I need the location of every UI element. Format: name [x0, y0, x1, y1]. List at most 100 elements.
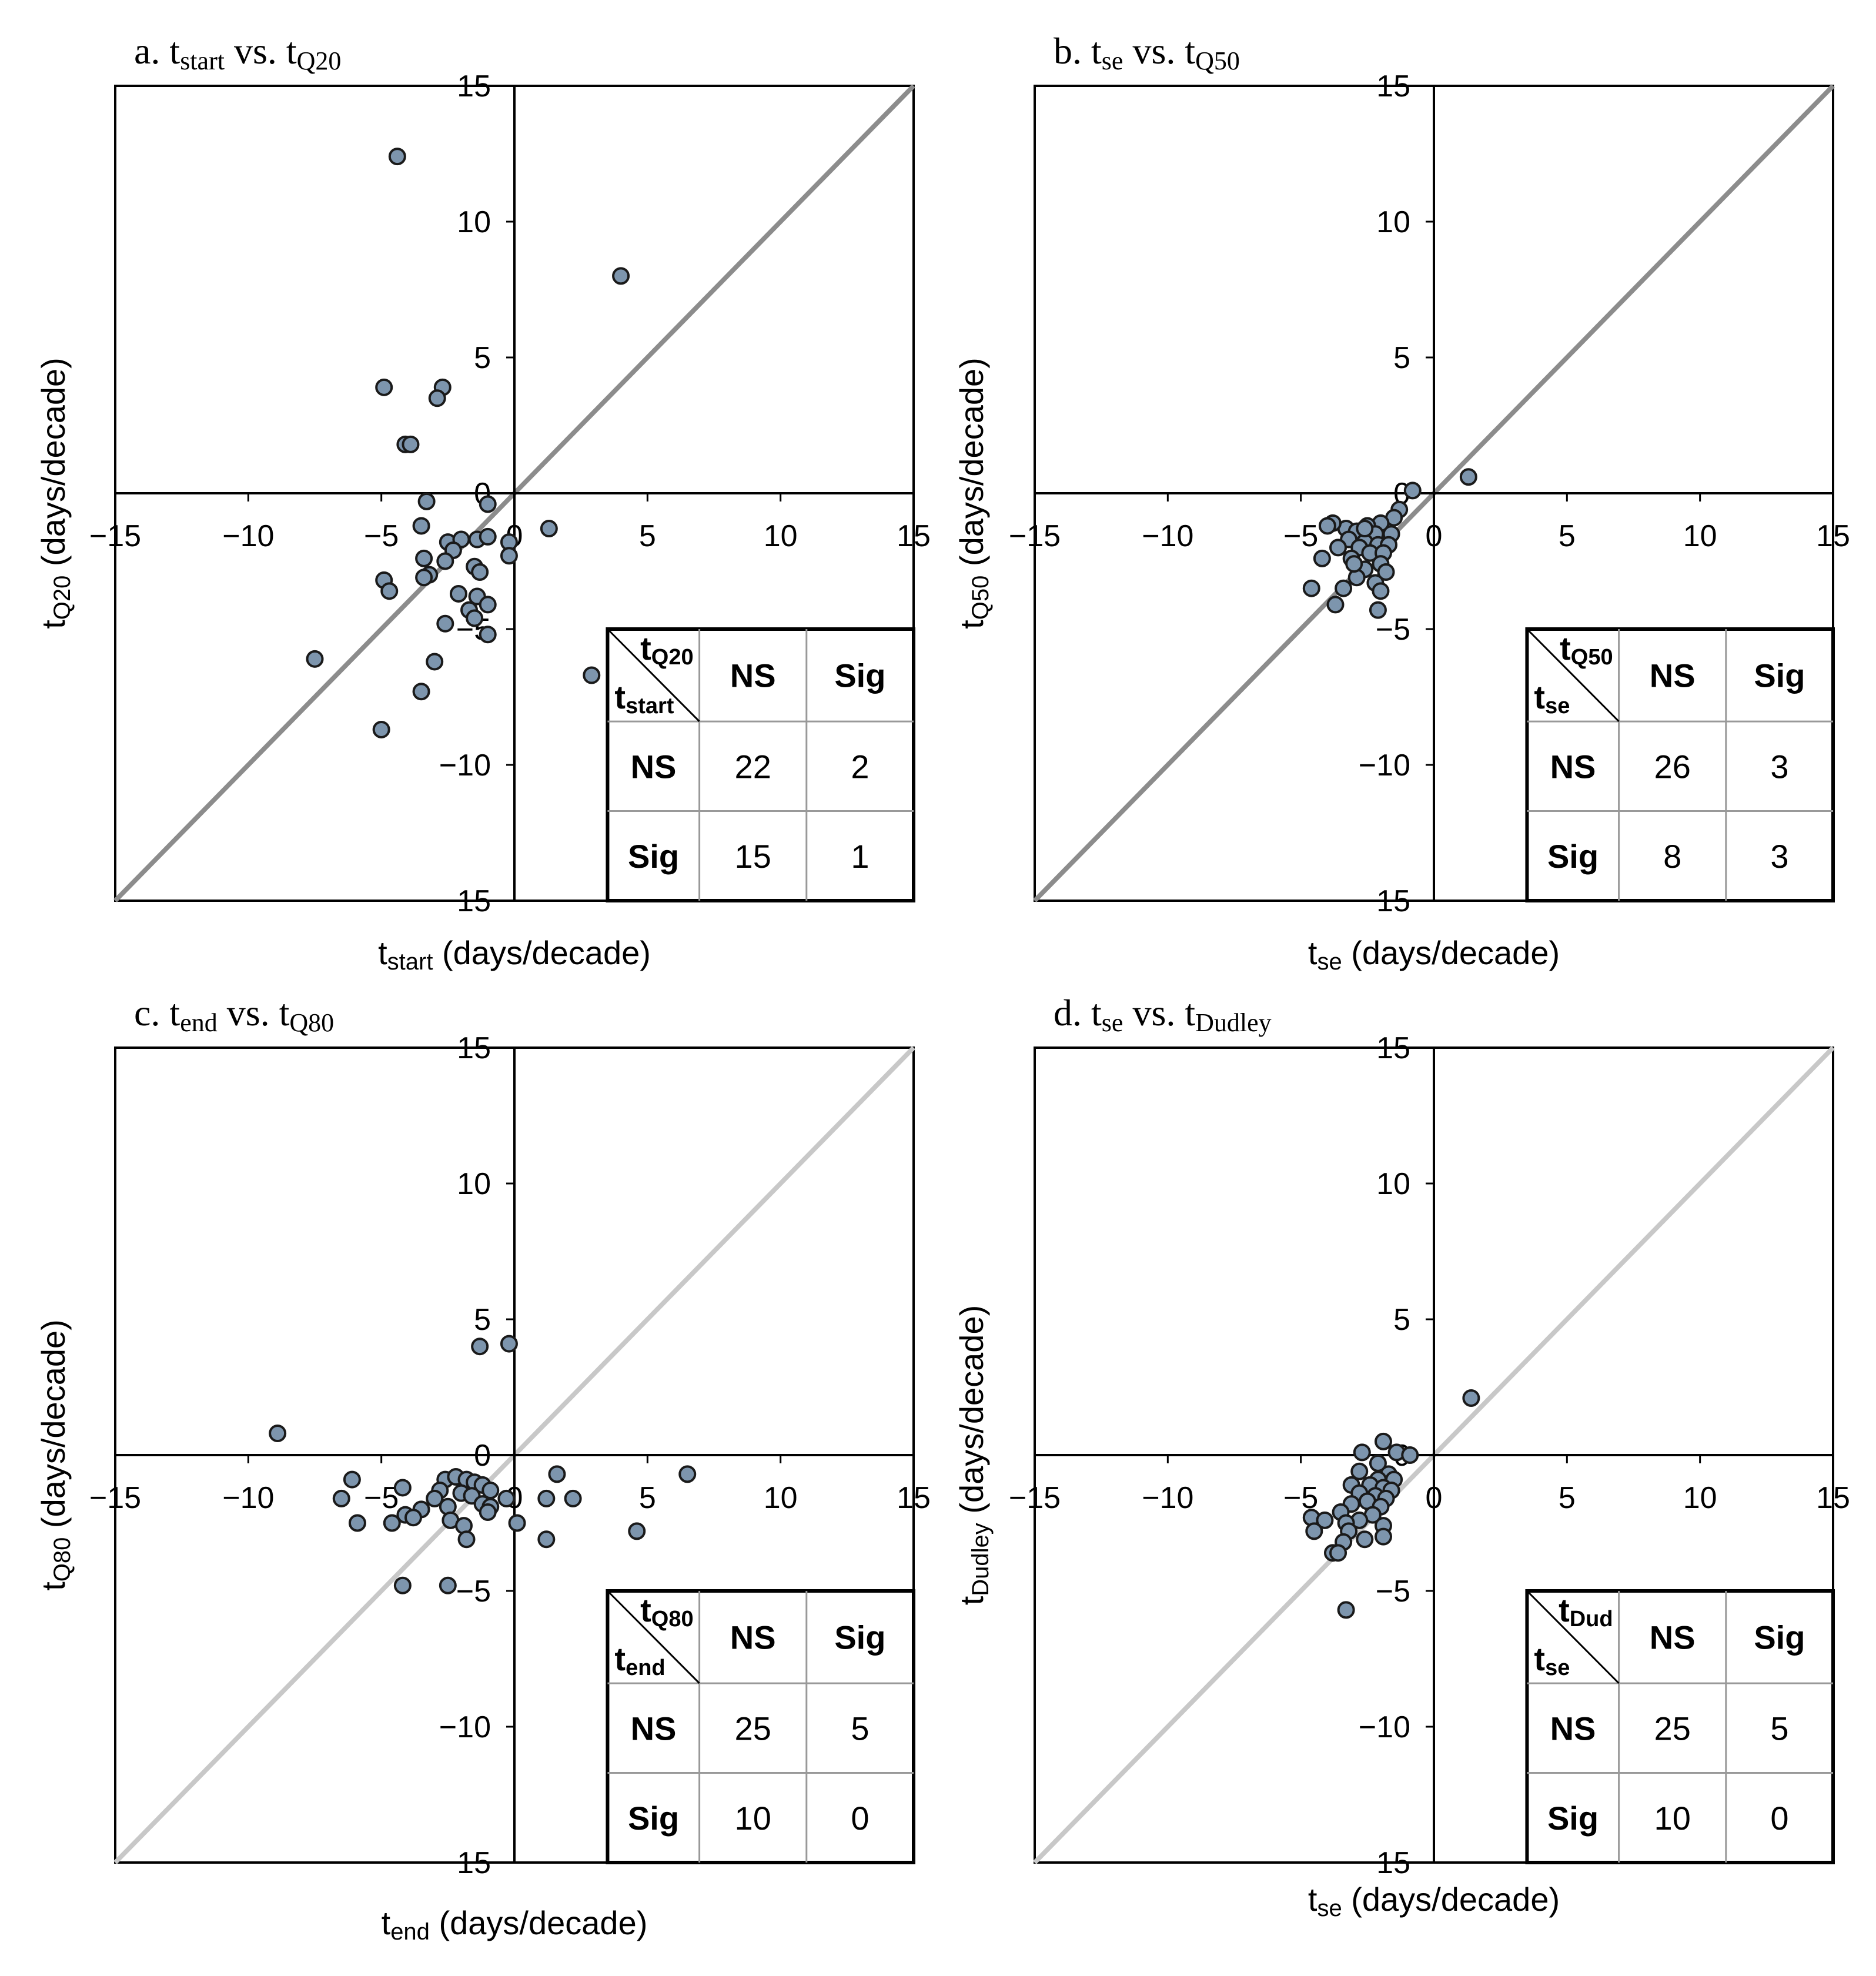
data-point	[412, 517, 430, 535]
table-border	[1525, 627, 1835, 902]
ylabel-var: t	[35, 620, 72, 629]
data-point	[1353, 1443, 1371, 1462]
ylabel-var: t	[35, 1582, 72, 1591]
table-corner-diagonal	[607, 628, 700, 723]
x-tick-label: 15	[1816, 1481, 1850, 1515]
data-point	[1305, 1522, 1323, 1540]
data-point	[479, 495, 497, 513]
x-tick-label: 5	[639, 519, 656, 553]
y-tick-label: −5	[1376, 613, 1410, 647]
y-tick-label: 0	[474, 1439, 491, 1473]
title-y-sub: Q20	[297, 46, 342, 75]
table-cell: 0	[851, 1800, 869, 1837]
data-point	[471, 1338, 489, 1356]
row-header: Sig	[628, 1800, 679, 1837]
data-point	[1403, 482, 1422, 500]
table-cell: 10	[1654, 1800, 1691, 1837]
y-tick-label: 15	[457, 884, 491, 918]
row-header: Sig	[1547, 1800, 1599, 1837]
x-tick-label: −10	[222, 519, 274, 553]
title-y-var: vs. t	[218, 992, 290, 1034]
data-point	[1459, 468, 1477, 486]
data-point	[1372, 582, 1390, 600]
xlabel-sub: se	[1317, 1895, 1342, 1921]
y-tick-label: 15	[1376, 1846, 1410, 1880]
table-border	[606, 1589, 915, 1864]
y-axis-label: tQ50 (days/decade)	[953, 357, 994, 629]
x-axis-label: tse (days/decade)	[1308, 934, 1560, 975]
table-cell: 5	[851, 1710, 869, 1747]
data-point	[415, 569, 433, 587]
x-axis-label: tend (days/decade)	[382, 1904, 648, 1945]
panel-a: −15−10−5051015151050−5−1015tQ20tstartNSS…	[35, 30, 931, 975]
y-tick-label: 5	[1393, 1303, 1410, 1337]
y-tick-label: 5	[1393, 341, 1410, 375]
table-cell: 25	[735, 1710, 771, 1747]
data-point	[383, 1514, 401, 1532]
xlabel-unit: (days/decade)	[1342, 1881, 1560, 1918]
corner-label-bottom: tse	[1534, 678, 1570, 718]
corner-label-bottom: tend	[614, 1640, 665, 1680]
data-point	[372, 720, 390, 738]
xlabel-var: t	[1308, 934, 1317, 971]
table-cell: 15	[735, 838, 771, 875]
corner-bottom-var: t	[614, 1640, 626, 1677]
y-tick-label: 15	[1376, 1031, 1410, 1065]
y-tick-label: 10	[1376, 1167, 1410, 1201]
title-y-sub: Q50	[1195, 46, 1240, 75]
title-x-sub: se	[1102, 46, 1123, 75]
corner-top-sub: Q20	[651, 645, 694, 670]
xlabel-var: t	[378, 934, 387, 971]
corner-bottom-sub: se	[1545, 1656, 1570, 1680]
column-header: Sig	[1754, 1619, 1805, 1656]
x-axis-label: tse (days/decade)	[1308, 1881, 1560, 1921]
x-tick-label: 10	[1683, 1481, 1717, 1515]
data-point	[1329, 539, 1347, 557]
ylabel-unit: (days/decade)	[35, 1319, 72, 1537]
title-y-sub: Dudley	[1195, 1008, 1272, 1037]
x-tick-label: −15	[89, 1481, 141, 1515]
corner-label-bottom: tstart	[614, 678, 674, 718]
y-axis-label: tQ20 (days/decade)	[35, 357, 75, 629]
data-point	[1377, 563, 1395, 581]
column-header: Sig	[834, 657, 885, 694]
x-tick-label: 15	[897, 1481, 931, 1515]
panel-title: d. tse vs. tDudley	[1054, 992, 1272, 1037]
y-tick-label: −10	[439, 1710, 491, 1744]
data-point	[500, 547, 518, 565]
data-point	[479, 527, 497, 546]
corner-top-sub: Dud	[1570, 1607, 1613, 1631]
data-point	[479, 1503, 497, 1522]
corner-label-bottom: tse	[1534, 1640, 1570, 1680]
data-point	[428, 389, 446, 407]
table-cell: 10	[735, 1800, 771, 1837]
table-cell: 3	[1770, 838, 1788, 875]
table-border	[1525, 1589, 1835, 1864]
corner-top-sub: Q80	[651, 1607, 694, 1631]
data-point	[1326, 596, 1345, 614]
ylabel-var: t	[953, 620, 990, 629]
data-points	[269, 1335, 697, 1594]
data-point	[479, 626, 497, 644]
data-point	[628, 1522, 646, 1540]
x-tick-label: 5	[1559, 519, 1576, 553]
data-point	[1374, 1432, 1392, 1450]
xlabel-unit: (days/decade)	[433, 934, 650, 971]
data-point	[497, 1489, 516, 1507]
title-x-var: d. t	[1054, 992, 1102, 1034]
corner-bottom-sub: end	[626, 1656, 666, 1680]
data-point	[1356, 1530, 1374, 1549]
ylabel-sub: Q80	[49, 1537, 75, 1582]
table-cell: 22	[735, 748, 771, 785]
data-point	[417, 492, 436, 510]
corner-label-top: tQ50	[1560, 630, 1613, 670]
x-tick-label: −5	[364, 1481, 399, 1515]
data-point	[415, 549, 433, 567]
title-x-sub: end	[180, 1008, 218, 1037]
data-point	[479, 596, 497, 614]
